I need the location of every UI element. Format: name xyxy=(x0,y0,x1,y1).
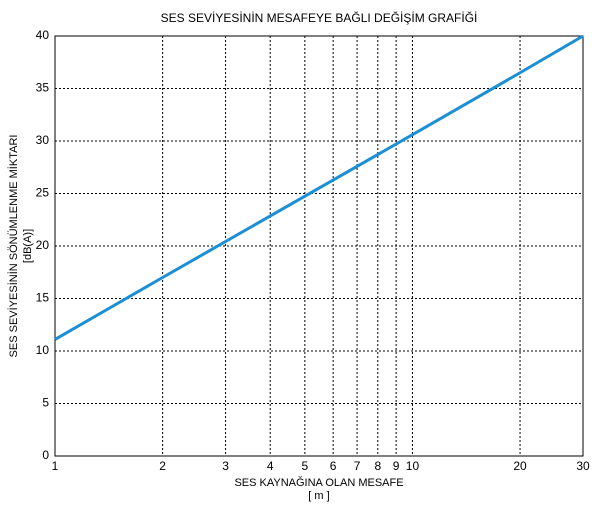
y-tick-label: 20 xyxy=(36,238,50,252)
x-axis-label: SES KAYNAĞINA OLAN MESAFE xyxy=(234,476,403,489)
y-tick-label: 40 xyxy=(36,28,50,42)
plot-frame xyxy=(54,35,584,457)
x-tick-label: 1 xyxy=(52,459,59,473)
data-line xyxy=(54,34,584,341)
y-tick-label: 10 xyxy=(36,343,50,357)
x-tick-label: 20 xyxy=(513,459,527,473)
x-tick-label: 10 xyxy=(406,459,420,473)
x-tick-label: 2 xyxy=(159,459,166,473)
x-tick-label: 30 xyxy=(576,459,590,473)
x-axis-unit: [ m ] xyxy=(308,490,329,502)
x-tick-label: 5 xyxy=(302,459,309,473)
x-tick-label: 8 xyxy=(374,459,381,473)
chart-title: SES SEVİYESİNİN MESAFEYE BAĞLI DEĞİŞİM G… xyxy=(161,10,478,25)
y-tick-label: 25 xyxy=(36,186,50,200)
y-axis-unit: [dB(A)] xyxy=(22,229,34,263)
y-tick-label: 15 xyxy=(36,291,50,305)
y-tick-label: 35 xyxy=(36,81,50,95)
x-tick-label: 3 xyxy=(222,459,229,473)
y-axis-label: SES SEVİYESİNİN SÖNÜMLENME MİKTARI xyxy=(7,135,20,358)
y-tick-label: 5 xyxy=(42,396,49,410)
y-tick-label: 30 xyxy=(36,133,50,147)
x-tick-label: 7 xyxy=(354,459,361,473)
y-tick-label: 0 xyxy=(42,448,49,462)
x-tick-label: 6 xyxy=(330,459,337,473)
x-tick-label: 9 xyxy=(393,459,400,473)
x-tick-label: 4 xyxy=(267,459,274,473)
